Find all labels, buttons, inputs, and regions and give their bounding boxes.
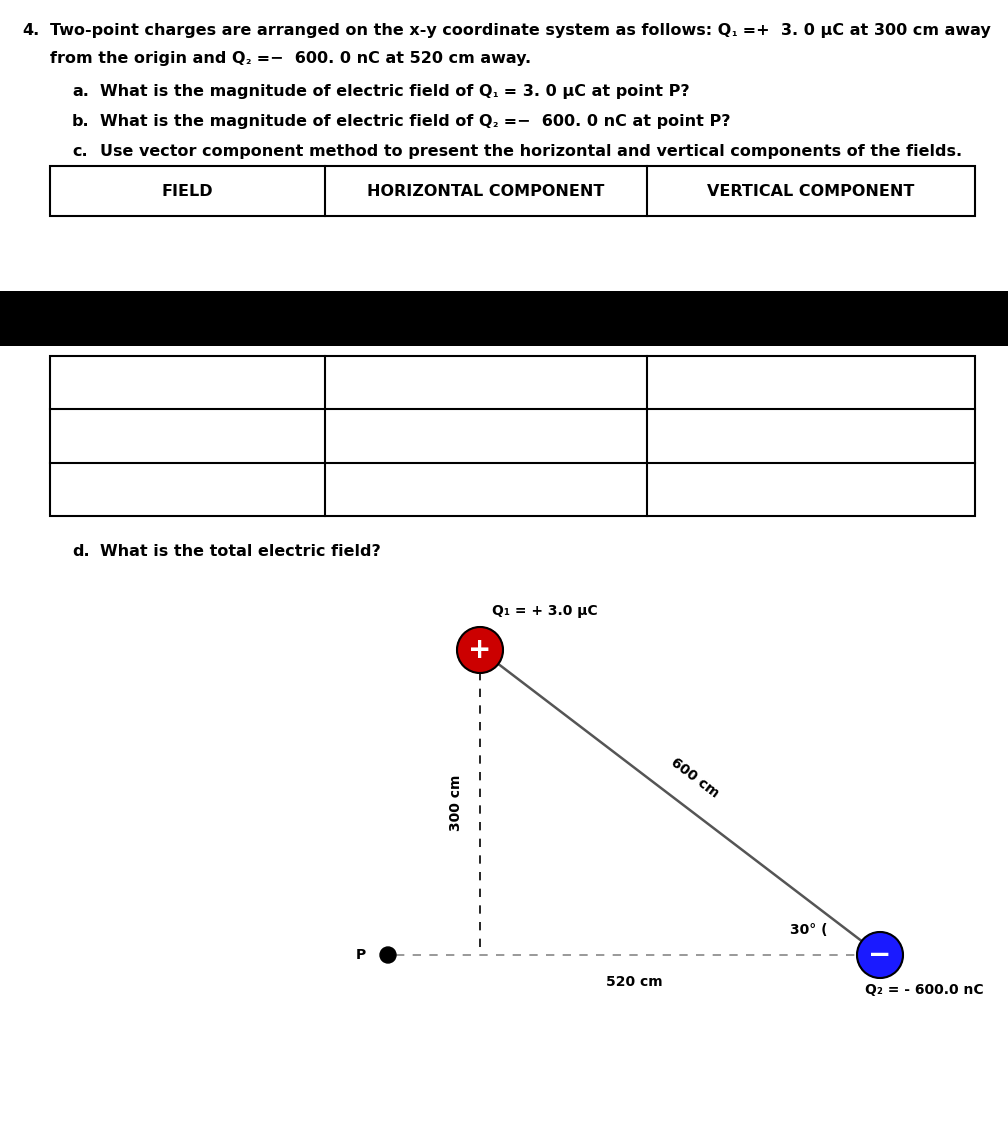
- Text: FIELD: FIELD: [161, 183, 214, 199]
- Text: from the origin and Q: from the origin and Q: [50, 51, 246, 66]
- Text: b.: b.: [72, 115, 90, 129]
- Circle shape: [380, 947, 396, 964]
- Text: −: −: [868, 941, 892, 969]
- Text: = 3. 0 μC at point P?: = 3. 0 μC at point P?: [498, 84, 689, 99]
- Text: 520 cm: 520 cm: [606, 975, 662, 989]
- Text: 30° (: 30° (: [790, 923, 828, 937]
- Circle shape: [457, 627, 503, 673]
- Text: ₂: ₂: [246, 54, 251, 67]
- Text: Use vector component method to present the horizontal and vertical components of: Use vector component method to present t…: [100, 144, 962, 159]
- Text: c.: c.: [72, 144, 88, 159]
- Text: d.: d.: [72, 544, 90, 559]
- Text: Q₁ = + 3.0 μC: Q₁ = + 3.0 μC: [492, 604, 598, 618]
- Bar: [50, 356, 975, 515]
- Text: +: +: [469, 636, 492, 664]
- Text: 600 cm: 600 cm: [668, 755, 722, 801]
- Text: HORIZONTAL COMPONENT: HORIZONTAL COMPONENT: [367, 183, 605, 199]
- Text: 4.: 4.: [22, 22, 39, 38]
- Text: Two-point charges are arranged on the x-y coordinate system as follows: Q: Two-point charges are arranged on the x-…: [50, 22, 731, 38]
- Circle shape: [857, 932, 903, 978]
- Text: Q₂ = - 600.0 nC: Q₂ = - 600.0 nC: [865, 983, 984, 997]
- Text: a.: a.: [72, 84, 89, 99]
- Text: VERTICAL COMPONENT: VERTICAL COMPONENT: [708, 183, 914, 199]
- Text: What is the total electric field?: What is the total electric field?: [100, 544, 381, 559]
- Text: What is the magnitude of electric field of Q: What is the magnitude of electric field …: [100, 84, 493, 99]
- Text: =−  600. 0 nC at point P?: =− 600. 0 nC at point P?: [498, 115, 731, 129]
- Bar: [0, 291, 1008, 346]
- Text: =+  3. 0 μC at 300 cm away: =+ 3. 0 μC at 300 cm away: [737, 22, 991, 38]
- Text: =−  600. 0 nC at 520 cm away.: =− 600. 0 nC at 520 cm away.: [251, 51, 531, 66]
- Text: ₁: ₁: [493, 86, 498, 100]
- Text: ₁: ₁: [731, 26, 737, 39]
- Text: ₂: ₂: [493, 117, 498, 130]
- Text: P: P: [356, 948, 366, 962]
- Text: What is the magnitude of electric field of Q: What is the magnitude of electric field …: [100, 115, 493, 129]
- Bar: [50, 166, 975, 216]
- Text: 300 cm: 300 cm: [449, 775, 463, 831]
